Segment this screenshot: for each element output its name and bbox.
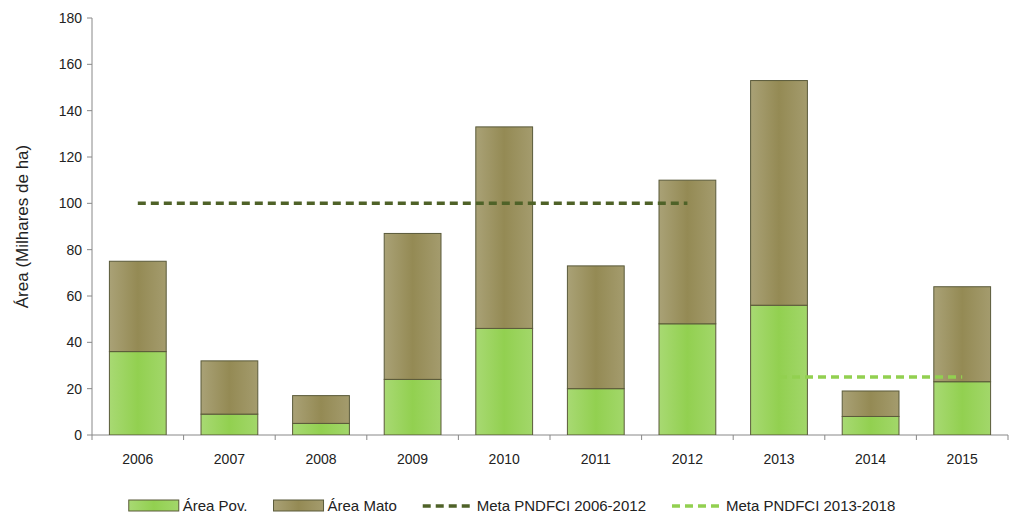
x-tick (1008, 435, 1009, 440)
x-tick (275, 435, 276, 440)
y-tick (87, 203, 92, 204)
legend-label: Meta PNDFCI 2013-2018 (726, 497, 895, 514)
bar (751, 305, 808, 435)
y-tick-label: 140 (59, 103, 83, 119)
target-line (779, 375, 962, 379)
y-tick-label: 160 (59, 56, 83, 72)
x-tick-label: 2007 (214, 451, 245, 467)
bar (567, 389, 624, 435)
bar (109, 261, 166, 351)
legend-swatch (423, 504, 473, 508)
x-tick (92, 435, 93, 440)
legend-label: Meta PNDFCI 2006-2012 (477, 497, 646, 514)
y-tick (87, 249, 92, 250)
chart: Área (Milhares de ha) 0 20 40 60 80 100 120 140 1… (0, 0, 1024, 528)
y-tick (87, 342, 92, 343)
x-tick-label: 2012 (672, 451, 703, 467)
y-tick (87, 157, 92, 158)
bar (109, 352, 166, 435)
bar (384, 379, 441, 435)
y-axis (92, 18, 93, 435)
bar (384, 233, 441, 379)
y-tick-label: 120 (59, 149, 83, 165)
x-tick (824, 435, 825, 440)
bar (842, 416, 899, 435)
bar (934, 382, 991, 435)
bar (293, 396, 350, 424)
x-tick (183, 435, 184, 440)
x-tick (916, 435, 917, 440)
x-tick-label: 2014 (855, 451, 886, 467)
x-tick-label: 2008 (305, 451, 336, 467)
x-tick-label: 2011 (581, 451, 611, 467)
x-tick-label: 2009 (397, 451, 428, 467)
x-tick-label: 2015 (947, 451, 978, 467)
x-tick (550, 435, 551, 440)
x-tick-label: 2010 (489, 451, 520, 467)
legend-item: Área Pov. (129, 497, 248, 514)
legend: Área Pov. Área Mato Meta PNDFCI 2006-2012 M… (129, 497, 895, 514)
legend-label: Área Pov. (183, 497, 248, 514)
x-tick (366, 435, 367, 440)
legend-item: Área Mato (274, 497, 397, 514)
legend-item: Meta PNDFCI 2013-2018 (672, 497, 895, 514)
y-tick (87, 388, 92, 389)
legend-swatch (274, 500, 324, 511)
bar (659, 324, 716, 435)
y-tick-label: 0 (74, 427, 82, 443)
legend-label: Área Mato (328, 497, 397, 514)
y-tick-label: 60 (66, 288, 82, 304)
bar (934, 287, 991, 382)
bar (842, 391, 899, 416)
legend-swatch (129, 500, 179, 511)
y-tick (87, 435, 92, 436)
x-tick-label: 2006 (122, 451, 153, 467)
bar (476, 127, 533, 329)
legend-swatch (672, 504, 722, 508)
bar (201, 361, 258, 414)
y-tick-label: 100 (59, 195, 83, 211)
y-tick (87, 296, 92, 297)
y-tick-label: 180 (59, 10, 83, 26)
bar (567, 266, 624, 389)
x-tick (641, 435, 642, 440)
plot-area (109, 81, 990, 435)
target-line (138, 202, 688, 206)
bar (476, 328, 533, 435)
y-tick (87, 64, 92, 65)
y-tick (87, 18, 92, 19)
y-tick-label: 80 (66, 242, 82, 258)
bar (293, 423, 350, 435)
x-tick (458, 435, 459, 440)
x-tick (733, 435, 734, 440)
y-tick-label: 20 (66, 381, 82, 397)
y-axis-title: Área (Milhares de ha) (13, 145, 32, 308)
y-tick-label: 40 (66, 334, 82, 350)
x-tick-label: 2013 (763, 451, 794, 467)
legend-item: Meta PNDFCI 2006-2012 (423, 497, 646, 514)
y-tick (87, 110, 92, 111)
bar (751, 81, 808, 306)
bar (201, 414, 258, 435)
